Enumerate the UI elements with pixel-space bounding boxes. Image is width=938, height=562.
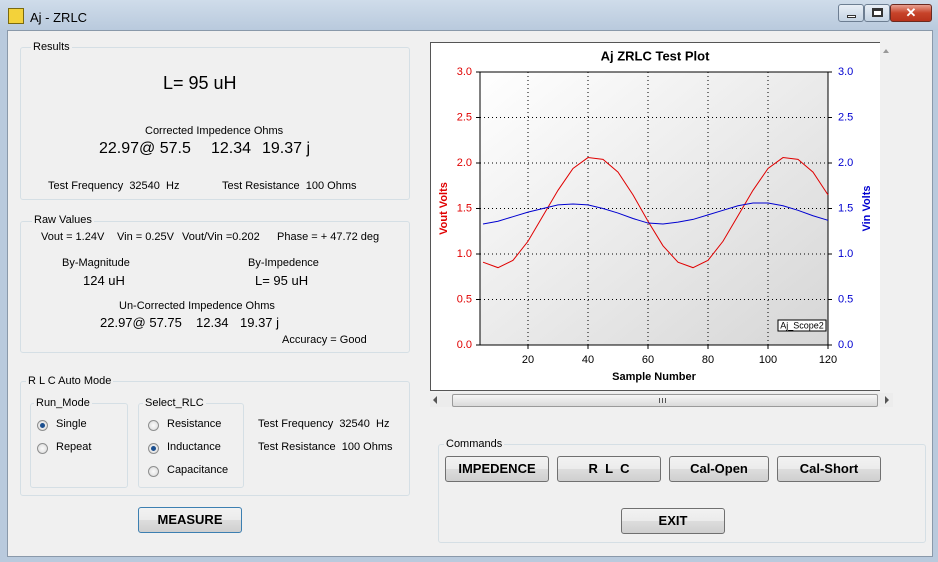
command-button[interactable]: Cal-Open [669, 456, 769, 482]
y-tick-label: 1.0 [457, 248, 472, 260]
y-tick-label: 3.0 [457, 66, 472, 78]
y2-tick-label: 0.5 [838, 293, 853, 305]
radio-label[interactable]: Inductance [167, 441, 221, 453]
y-tick-label: 0.5 [457, 293, 472, 305]
corrected-value: 12.34 [211, 140, 252, 157]
y2-tick-label: 2.5 [838, 111, 853, 123]
uncorrected-value: 12.34 [196, 315, 229, 330]
uncorrected-heading: Un-Corrected Impedence Ohms [119, 300, 275, 312]
window-title: Aj - ZRLC [30, 10, 88, 25]
minimize-button[interactable] [838, 4, 864, 22]
x-tick-label: 40 [582, 354, 594, 366]
corrected-heading: Corrected Impedence Ohms [145, 125, 284, 137]
x-axis-label: Sample Number [612, 371, 696, 383]
group-label: Results [31, 41, 72, 53]
reading: Phase = + 47.72 deg [277, 231, 380, 243]
radio-button[interactable] [37, 420, 48, 431]
vertical-scrollbar[interactable] [880, 42, 893, 391]
corrected-value: 19.37 j [262, 140, 311, 157]
corrected-value: 22.97@ 57.5 [99, 140, 191, 157]
x-tick-label: 120 [819, 354, 837, 366]
horizontal-scrollbar[interactable] [430, 393, 893, 407]
radio-button[interactable] [148, 443, 159, 454]
group-label: R L C Auto Mode [26, 375, 114, 387]
plot-area [479, 71, 829, 346]
x-tick-label: 100 [759, 354, 777, 366]
group-label: Select_RLC [143, 397, 206, 409]
y2-tick-label: 0.0 [838, 339, 853, 351]
measure-button[interactable]: MEASURE [138, 507, 242, 533]
reading: Vout/Vin =0.202 [182, 231, 260, 243]
exit-button[interactable]: EXIT [621, 508, 725, 534]
raw-values-group [20, 221, 410, 353]
test-resistance: Test Resistance 100 Ohms [222, 180, 357, 192]
group-label: Raw Values [32, 214, 94, 226]
close-button[interactable]: ✕ [890, 4, 932, 22]
radio-button[interactable] [37, 443, 48, 454]
y-tick-label: 0.0 [457, 339, 472, 351]
results-group [20, 47, 410, 200]
scroll-thumb[interactable] [452, 394, 878, 407]
x-tick-label: 20 [522, 354, 534, 366]
radio-label[interactable]: Capacitance [167, 464, 229, 476]
reading: Vin = 0.25V [117, 231, 174, 243]
by-magnitude-label: By-Magnitude [62, 257, 130, 269]
test-frequency: Test Frequency 32540 Hz [48, 180, 180, 192]
y2-tick-label: 1.0 [838, 248, 853, 260]
x-tick-label: 60 [642, 354, 654, 366]
maximize-button[interactable] [864, 4, 890, 22]
uncorrected-value: 22.97@ 57.75 [100, 315, 182, 330]
y2-axis-label: Vin Volts [861, 185, 873, 231]
y-axis-label: Vout Volts [438, 182, 450, 235]
annotation-box [777, 319, 827, 332]
accuracy: Accuracy = Good [282, 334, 367, 346]
command-button[interactable]: IMPEDENCE [445, 456, 549, 482]
command-button[interactable]: Cal-Short [777, 456, 881, 482]
auto-mode-group [20, 381, 410, 496]
group-label: Run_Mode [34, 397, 92, 409]
y-tick-label: 2.0 [457, 157, 472, 169]
annotation: Aj_Scope2 [780, 320, 824, 330]
chart: Aj ZRLC Test Plot 20 40 60 80 100 1200.00.51.… [430, 42, 881, 391]
radio-button[interactable] [148, 420, 159, 431]
test-resistance: Test Resistance 100 Ohms [258, 441, 393, 453]
y2-tick-label: 1.5 [838, 202, 853, 214]
y2-tick-label: 2.0 [838, 157, 853, 169]
radio-label[interactable]: Single [56, 418, 87, 430]
uncorrected-value: 19.37 j [240, 315, 280, 330]
by-impedence-label: By-Impedence [248, 257, 319, 269]
data-line [482, 157, 829, 269]
commands-group [438, 444, 926, 543]
data-line [482, 202, 829, 225]
app-icon [8, 8, 24, 24]
y-tick-label: 2.5 [457, 111, 472, 123]
group-label: Commands [444, 438, 505, 450]
reading: Vout = 1.24V [41, 231, 105, 243]
y2-tick-label: 3.0 [838, 66, 853, 78]
chart-title: Aj ZRLC Test Plot [601, 48, 710, 63]
by-impedence-value: L= 95 uH [255, 273, 309, 288]
result-main: L= 95 uH [163, 73, 237, 93]
radio-label[interactable]: Repeat [56, 441, 92, 453]
radio-label[interactable]: Resistance [167, 418, 222, 430]
y-tick-label: 1.5 [457, 202, 472, 214]
by-magnitude-value: 124 uH [83, 273, 125, 288]
test-frequency: Test Frequency 32540 Hz [258, 418, 390, 430]
command-button[interactable]: R L C [557, 456, 661, 482]
x-tick-label: 80 [702, 354, 714, 366]
radio-button[interactable] [148, 466, 159, 477]
